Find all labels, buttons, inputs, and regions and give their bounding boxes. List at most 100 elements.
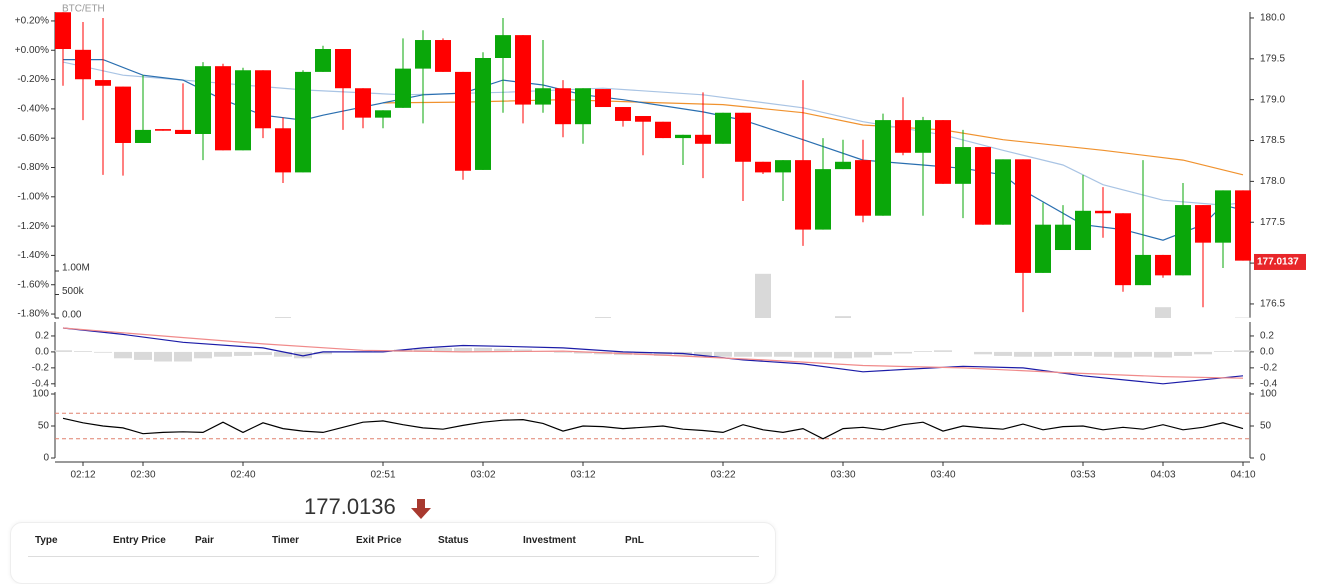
y2-tick-label: -1.80% (17, 309, 49, 320)
histogram-bar (894, 352, 912, 354)
y2-tick-label: -0.20% (17, 74, 49, 85)
candle-body (175, 130, 191, 134)
column-header: Investment (523, 535, 576, 546)
histogram-bar (1154, 352, 1172, 358)
histogram-bar (1194, 352, 1212, 354)
candle-body (975, 147, 991, 225)
candle-body (275, 128, 291, 172)
x-tick-label: 04:03 (1150, 470, 1175, 481)
last-price-label: 177.0137 (1257, 257, 1299, 268)
indicator-line (63, 328, 1243, 384)
y2-tick-label: -0.40% (17, 104, 49, 115)
histogram-bar (554, 352, 572, 353)
histogram-bar (754, 352, 772, 357)
candle-body (835, 162, 851, 169)
indicator-line (63, 418, 1243, 439)
column-header: Entry Price (113, 535, 166, 546)
candle-body (495, 35, 511, 58)
histogram-bar (794, 352, 812, 358)
candle-body (515, 35, 531, 104)
y-tick-label: 178.5 (1260, 135, 1285, 146)
candle-body (315, 49, 331, 72)
y2-tick-label: +0.00% (15, 45, 49, 56)
histogram-bar (1074, 352, 1092, 356)
y2-tick-label: -1.20% (17, 221, 49, 232)
current-price: 177.0136 (304, 494, 396, 520)
y-tick-label: 176.5 (1260, 299, 1285, 310)
histogram-bar (1134, 352, 1152, 357)
candle-body (75, 50, 91, 79)
candle-body (1115, 213, 1131, 285)
column-header: Pair (195, 535, 214, 546)
y-tick-label: 179.5 (1260, 53, 1285, 64)
candle-body (695, 135, 711, 144)
histogram-bar (1234, 350, 1252, 352)
candle-body (335, 49, 351, 88)
y2-tick-label: -0.60% (17, 133, 49, 144)
x-tick-label: 04:10 (1230, 470, 1255, 481)
candle-body (775, 160, 791, 172)
histogram-bar (154, 352, 172, 362)
candle-body (155, 129, 171, 131)
x-tick-label: 03:53 (1070, 470, 1095, 481)
x-tick-label: 03:30 (830, 470, 855, 481)
histogram-bar (914, 351, 932, 352)
histogram-bar (974, 352, 992, 354)
histogram-bar (854, 352, 872, 358)
candle-body (1215, 190, 1231, 242)
candle-body (955, 147, 971, 184)
column-header: Exit Price (356, 535, 402, 546)
candle-body (95, 80, 111, 86)
candle-body (475, 58, 491, 170)
candle-body (235, 70, 251, 150)
candle-body (535, 88, 551, 104)
candle-body (915, 120, 931, 153)
candle-body (115, 87, 131, 143)
candle-body (1015, 159, 1031, 273)
candle-body (1135, 255, 1151, 285)
volume-tick-label: 1.00M (62, 263, 90, 274)
candle-body (615, 107, 631, 121)
histogram-bar (74, 351, 92, 352)
x-tick-label: 02:40 (230, 470, 255, 481)
candle-body (1195, 205, 1211, 243)
y-tick-label: 100 (32, 389, 49, 400)
candle-body (435, 40, 451, 72)
volume-bar (1155, 307, 1171, 318)
candle-body (575, 88, 591, 124)
candle-body (1075, 211, 1091, 250)
candle-body (995, 159, 1011, 224)
chart: BTC/ETH 1.00M500k0.00+0.20%+0.00%-0.20%-… (0, 0, 1328, 488)
histogram-bar (714, 352, 732, 357)
histogram-bar (1014, 352, 1032, 357)
histogram-bar (134, 352, 152, 360)
candle-body (595, 89, 611, 107)
y-tick-label: 0.2 (35, 331, 49, 342)
candle-body (255, 70, 271, 128)
histogram-bar (54, 350, 72, 352)
y-tick-label: 177.5 (1260, 217, 1285, 228)
volume-bar (595, 317, 611, 318)
column-header: PnL (625, 535, 644, 546)
candle-body (375, 110, 391, 117)
header-divider (28, 556, 759, 557)
volume-tick-label: 500k (62, 286, 85, 297)
y-tick-label: -0.2 (1260, 362, 1278, 373)
histogram-bar (174, 352, 192, 362)
candle-body (635, 116, 651, 122)
candle-body (1055, 225, 1071, 250)
candle-body (395, 69, 411, 108)
candle-body (55, 12, 71, 49)
histogram-bar (934, 350, 952, 352)
candle-body (655, 122, 671, 138)
x-tick-label: 03:02 (470, 470, 495, 481)
candle-body (555, 88, 571, 124)
y-tick-label: 0 (43, 453, 49, 464)
histogram-bar (234, 352, 252, 356)
y2-tick-label: -1.00% (17, 191, 49, 202)
candle-body (1095, 211, 1111, 213)
histogram-bar (1214, 351, 1232, 352)
candle-body (795, 160, 811, 229)
candle-body (895, 120, 911, 153)
